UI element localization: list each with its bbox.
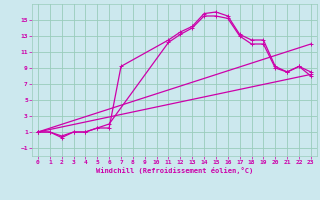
X-axis label: Windchill (Refroidissement éolien,°C): Windchill (Refroidissement éolien,°C) bbox=[96, 167, 253, 174]
